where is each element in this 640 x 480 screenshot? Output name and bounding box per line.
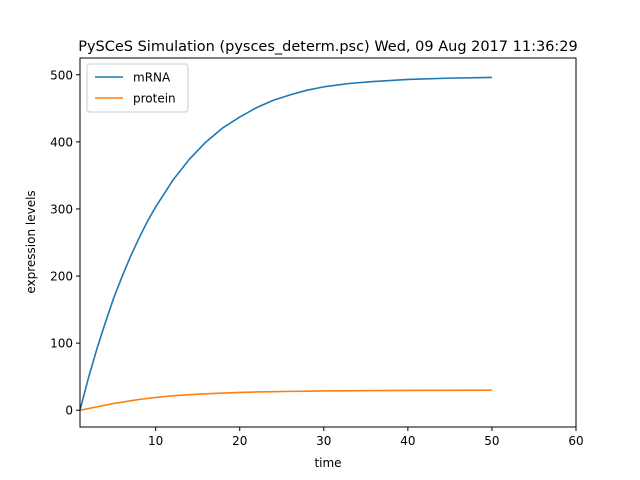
plot-area: 10 20 30 40 50 60 0 100 200 300 400 500 mRNA protein: [50, 57, 584, 448]
y-tick-label: 100: [50, 337, 73, 351]
chart-title: PySCeS Simulation (pysces_determ.psc) We…: [78, 39, 578, 55]
x-axis-label: time: [314, 456, 341, 470]
y-tick-label: 0: [65, 404, 73, 418]
legend-box: [86, 63, 189, 113]
y-tick-label: 500: [50, 68, 73, 82]
x-tick-label: 20: [232, 434, 247, 448]
series-line-protein: [79, 389, 492, 412]
plot-frame: [79, 57, 577, 428]
y-tick-label: 200: [50, 270, 73, 284]
series-line-mrna: [79, 76, 492, 411]
y-axis-label: expression levels: [24, 190, 38, 293]
x-tick-label: 40: [400, 434, 415, 448]
y-tick-label: 400: [50, 135, 73, 149]
x-tick-label: 60: [568, 434, 583, 448]
legend-label-protein: protein: [133, 92, 176, 106]
x-tick-label: 10: [148, 434, 163, 448]
legend-label-mrna: mRNA: [133, 71, 171, 85]
y-tick-label: 300: [50, 202, 73, 216]
x-tick-label: 50: [484, 434, 499, 448]
x-tick-label: 30: [316, 434, 331, 448]
